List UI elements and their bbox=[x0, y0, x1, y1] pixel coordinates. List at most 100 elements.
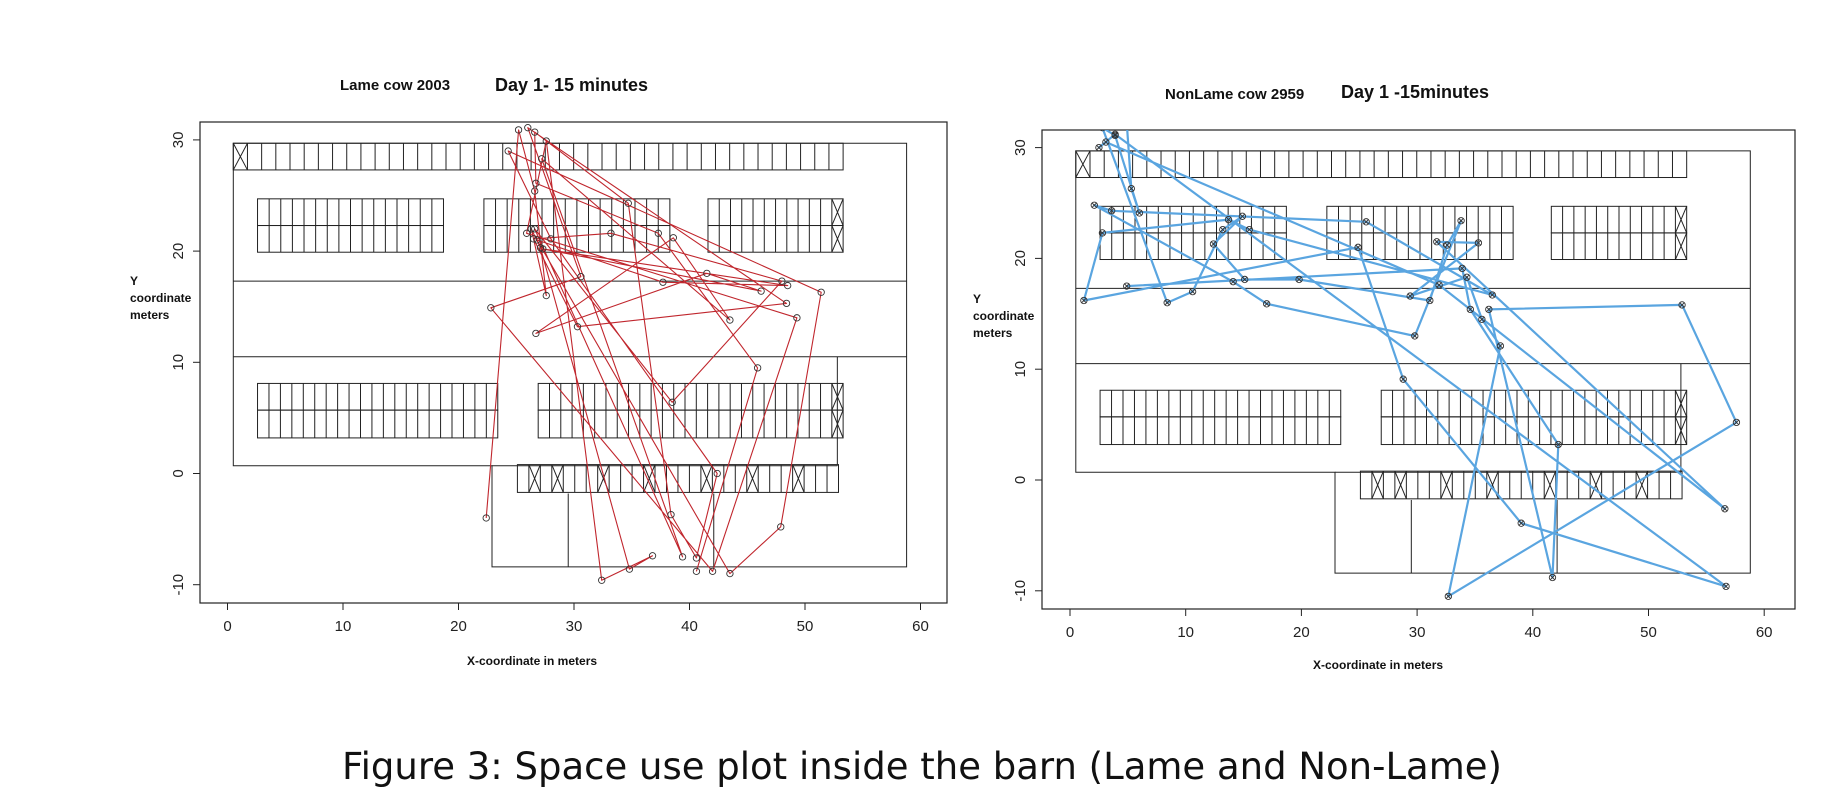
right-point-ring bbox=[1678, 301, 1686, 309]
right-position-point bbox=[1443, 241, 1451, 249]
left-position-point bbox=[784, 281, 792, 290]
left-stall-cross bbox=[597, 464, 610, 493]
right-position-point bbox=[1406, 292, 1414, 300]
right-point-cross bbox=[1220, 226, 1226, 233]
left-position-point bbox=[726, 316, 734, 324]
right-stall-cross bbox=[1674, 416, 1688, 445]
right-stall-row bbox=[1099, 389, 1342, 418]
left-x-tick-label: 40 bbox=[681, 618, 698, 635]
right-position-point bbox=[1457, 217, 1465, 225]
left-stall-cross bbox=[831, 198, 844, 226]
left-position-point bbox=[533, 236, 541, 244]
right-position-point bbox=[1090, 201, 1098, 209]
right-point-ring bbox=[1444, 592, 1452, 600]
right-chart-period: Day 1 -15minutes bbox=[1341, 82, 1490, 102]
left-position-point bbox=[514, 126, 523, 134]
right-x-tick-label: 0 bbox=[1066, 624, 1074, 641]
left-barn-plan bbox=[232, 142, 908, 568]
right-point-cross bbox=[1112, 131, 1118, 138]
right-point-ring bbox=[1721, 505, 1729, 513]
left-position-point bbox=[713, 469, 721, 478]
left-movement-series bbox=[482, 124, 825, 584]
left-x-tick-label: 30 bbox=[566, 618, 583, 635]
right-point-ring bbox=[1108, 207, 1116, 215]
left-position-point bbox=[757, 287, 765, 295]
right-x-tick-label: 20 bbox=[1293, 624, 1310, 641]
left-position-point bbox=[531, 187, 539, 195]
right-position-point bbox=[1241, 275, 1249, 284]
left-y-tick-label: 30 bbox=[170, 132, 187, 149]
right-point-cross bbox=[1722, 506, 1728, 512]
left-stall-row bbox=[232, 142, 844, 171]
right-point-ring bbox=[1245, 225, 1253, 234]
right-point-ring bbox=[1111, 130, 1119, 138]
right-position-point bbox=[1099, 130, 1106, 132]
left-position-point bbox=[793, 314, 801, 322]
right-point-ring bbox=[1090, 201, 1098, 209]
right-point-ring bbox=[1263, 300, 1271, 308]
right-position-point bbox=[1444, 592, 1452, 600]
left-position-point bbox=[667, 510, 675, 519]
right-position-point bbox=[1732, 418, 1741, 427]
left-position-point bbox=[531, 225, 539, 233]
right-point-cross bbox=[1459, 265, 1465, 272]
left-position-point bbox=[777, 523, 785, 531]
right-position-point bbox=[1135, 209, 1144, 217]
right-point-ring bbox=[1433, 238, 1441, 246]
left-y-tick-label: -10 bbox=[170, 574, 187, 596]
right-stall-row bbox=[1099, 416, 1342, 446]
right-movement-path bbox=[1082, 130, 1738, 598]
right-point-cross bbox=[1225, 216, 1232, 223]
right-point-cross bbox=[1518, 520, 1524, 526]
left-y-tick-label: 10 bbox=[170, 354, 187, 371]
right-position-point bbox=[1354, 243, 1362, 251]
right-point-ring bbox=[1219, 225, 1227, 234]
left-position-point bbox=[504, 147, 512, 155]
right-point-cross bbox=[1296, 276, 1302, 283]
right-point-ring bbox=[1080, 296, 1088, 305]
right-point-cross bbox=[1239, 213, 1246, 220]
right-point-cross bbox=[1412, 333, 1418, 339]
right-point-cross bbox=[1104, 130, 1105, 131]
right-point-cross bbox=[1549, 574, 1556, 581]
right-stall-cross bbox=[1674, 232, 1688, 260]
left-position-point bbox=[782, 299, 791, 308]
left-position-point bbox=[524, 124, 532, 132]
right-position-point bbox=[1721, 505, 1729, 513]
right-point-ring bbox=[1241, 275, 1249, 284]
right-movement-series bbox=[1080, 119, 1741, 600]
right-stall-cross bbox=[1674, 390, 1688, 418]
right-y-tick-label: -10 bbox=[1012, 580, 1029, 602]
right-point-cross bbox=[1486, 306, 1492, 313]
right-position-point bbox=[1095, 143, 1103, 152]
left-movement-path bbox=[485, 127, 822, 581]
right-stall-row bbox=[1380, 389, 1688, 418]
right-stall-cross bbox=[1440, 470, 1453, 500]
left-stall-cross bbox=[551, 464, 564, 493]
right-position-point bbox=[1123, 282, 1131, 290]
right-y-tick-label: 0 bbox=[1012, 476, 1029, 484]
right-point-ring bbox=[1457, 217, 1465, 225]
right-point-ring bbox=[1123, 282, 1131, 290]
right-point-cross bbox=[1467, 306, 1474, 313]
right-point-cross bbox=[1103, 139, 1109, 145]
left-position-point bbox=[577, 273, 585, 281]
right-y-tick-label: 10 bbox=[1012, 361, 1029, 378]
right-point-ring bbox=[1496, 342, 1505, 350]
left-stall-cross bbox=[792, 464, 805, 493]
right-x-tick-label: 60 bbox=[1756, 624, 1773, 641]
right-point-cross bbox=[1164, 300, 1170, 306]
right-position-point bbox=[1295, 275, 1303, 284]
left-y-tick-label: 20 bbox=[170, 243, 187, 260]
right-position-point bbox=[1411, 332, 1419, 340]
right-position-point bbox=[1458, 264, 1466, 273]
right-point-cross bbox=[1108, 208, 1115, 214]
right-point-cross bbox=[1497, 343, 1504, 349]
right-y-tick-label: 30 bbox=[1012, 139, 1029, 156]
right-position-point bbox=[1238, 212, 1247, 220]
right-point-ring bbox=[1554, 440, 1562, 449]
left-stall-cross bbox=[831, 383, 844, 411]
right-point-cross bbox=[1464, 274, 1470, 280]
right-point-ring bbox=[1123, 119, 1129, 125]
